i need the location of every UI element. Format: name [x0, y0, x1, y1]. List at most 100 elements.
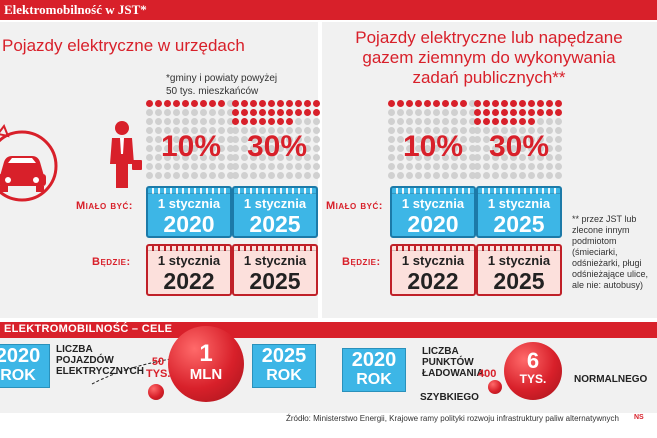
calendar-year: 2020: [163, 211, 215, 237]
calendar-will-2022-left: 1 stycznia 2022: [146, 244, 232, 296]
calendar-year: 2025: [493, 268, 545, 294]
dot-empty: [397, 145, 404, 152]
vehicles-a-num: 50: [151, 356, 165, 368]
dot-empty: [474, 163, 481, 170]
calendar-day: 1 stycznia: [157, 253, 221, 268]
dot-empty: [200, 163, 207, 170]
dot-filled: [259, 109, 266, 116]
dot-empty: [474, 172, 481, 179]
dot-filled: [474, 109, 481, 116]
dot-empty: [537, 118, 544, 125]
dot-filled: [501, 100, 508, 107]
dot-filled: [442, 100, 449, 107]
dot-empty: [528, 127, 535, 134]
calendar-year: 2025: [249, 268, 301, 294]
dot-empty: [295, 163, 302, 170]
dot-empty: [519, 163, 526, 170]
dot-empty: [155, 154, 162, 161]
calendar-was-2020-left: 1 stycznia 2020: [146, 186, 232, 238]
dot-empty: [546, 127, 553, 134]
dot-filled: [295, 100, 302, 107]
dot-filled: [519, 100, 526, 107]
dot-filled: [250, 109, 257, 116]
left-footnote: *gminy i powiaty powyżej 50 tys. mieszka…: [166, 73, 278, 97]
dot-empty: [510, 163, 517, 170]
dot-empty: [469, 109, 476, 116]
dot-empty: [555, 172, 562, 179]
dot-empty: [209, 109, 216, 116]
dot-empty: [250, 154, 257, 161]
pct-label-30-right: 30%: [488, 130, 550, 163]
dot-empty: [164, 163, 171, 170]
dot-empty: [483, 136, 490, 143]
dot-filled: [555, 109, 562, 116]
dot-empty: [469, 154, 476, 161]
calendar-rings: [234, 188, 316, 194]
dot-empty: [173, 172, 180, 179]
dot-empty: [304, 145, 311, 152]
big-ball-1mln: 1 MLN: [168, 326, 244, 402]
dot-filled: [397, 100, 404, 107]
dot-empty: [268, 136, 275, 143]
dot-empty: [474, 136, 481, 143]
dot-empty: [304, 118, 311, 125]
dot-filled: [218, 100, 225, 107]
small-ball-400: [488, 380, 502, 394]
label-will-right: Będzie:: [342, 256, 381, 268]
pct-label-30: 30%: [246, 130, 308, 163]
dot-empty: [277, 136, 284, 143]
dot-empty: [146, 118, 153, 125]
dot-filled: [232, 109, 239, 116]
dot-filled: [474, 118, 481, 125]
dot-empty: [433, 109, 440, 116]
dot-empty: [537, 163, 544, 170]
dot-filled: [304, 100, 311, 107]
dot-empty: [146, 127, 153, 134]
dot-empty: [164, 172, 171, 179]
header-title: Elektromobilność w JST*: [4, 2, 147, 17]
calendar-rings: [234, 246, 316, 251]
dot-empty: [555, 118, 562, 125]
normal-unit: TYS.: [519, 372, 547, 386]
dot-empty: [304, 163, 311, 170]
dot-empty: [388, 163, 395, 170]
dot-empty: [397, 163, 404, 170]
dot-empty: [528, 154, 535, 161]
dot-filled: [510, 109, 517, 116]
dot-empty: [173, 163, 180, 170]
dot-empty: [277, 127, 284, 134]
year-box-year: 2020: [0, 345, 41, 367]
car-icon: [0, 123, 58, 202]
dot-filled: [528, 118, 535, 125]
calendar-rings: [478, 246, 560, 251]
dot-empty: [146, 136, 153, 143]
dot-empty: [146, 109, 153, 116]
dot-empty: [304, 154, 311, 161]
dot-empty: [501, 163, 508, 170]
dot-empty: [442, 145, 449, 152]
dot-empty: [519, 136, 526, 143]
label-was-left: Miało być:: [76, 200, 133, 212]
dot-empty: [200, 109, 207, 116]
dot-empty: [241, 136, 248, 143]
dot-empty: [537, 136, 544, 143]
dot-empty: [501, 172, 508, 179]
dot-empty: [191, 154, 198, 161]
dot-empty: [510, 136, 517, 143]
dot-empty: [227, 172, 234, 179]
dot-grid-10pct: [146, 100, 234, 179]
dot-filled: [304, 109, 311, 116]
dot-empty: [286, 172, 293, 179]
dot-filled: [286, 100, 293, 107]
dot-empty: [241, 145, 248, 152]
dot-empty: [295, 118, 302, 125]
dot-empty: [295, 172, 302, 179]
dot-empty: [433, 136, 440, 143]
dot-empty: [406, 145, 413, 152]
dot-filled: [519, 109, 526, 116]
dot-empty: [555, 154, 562, 161]
dot-empty: [304, 127, 311, 134]
year-box-2020-b: 2020 ROK: [342, 348, 406, 392]
dot-empty: [510, 127, 517, 134]
dot-empty: [501, 136, 508, 143]
